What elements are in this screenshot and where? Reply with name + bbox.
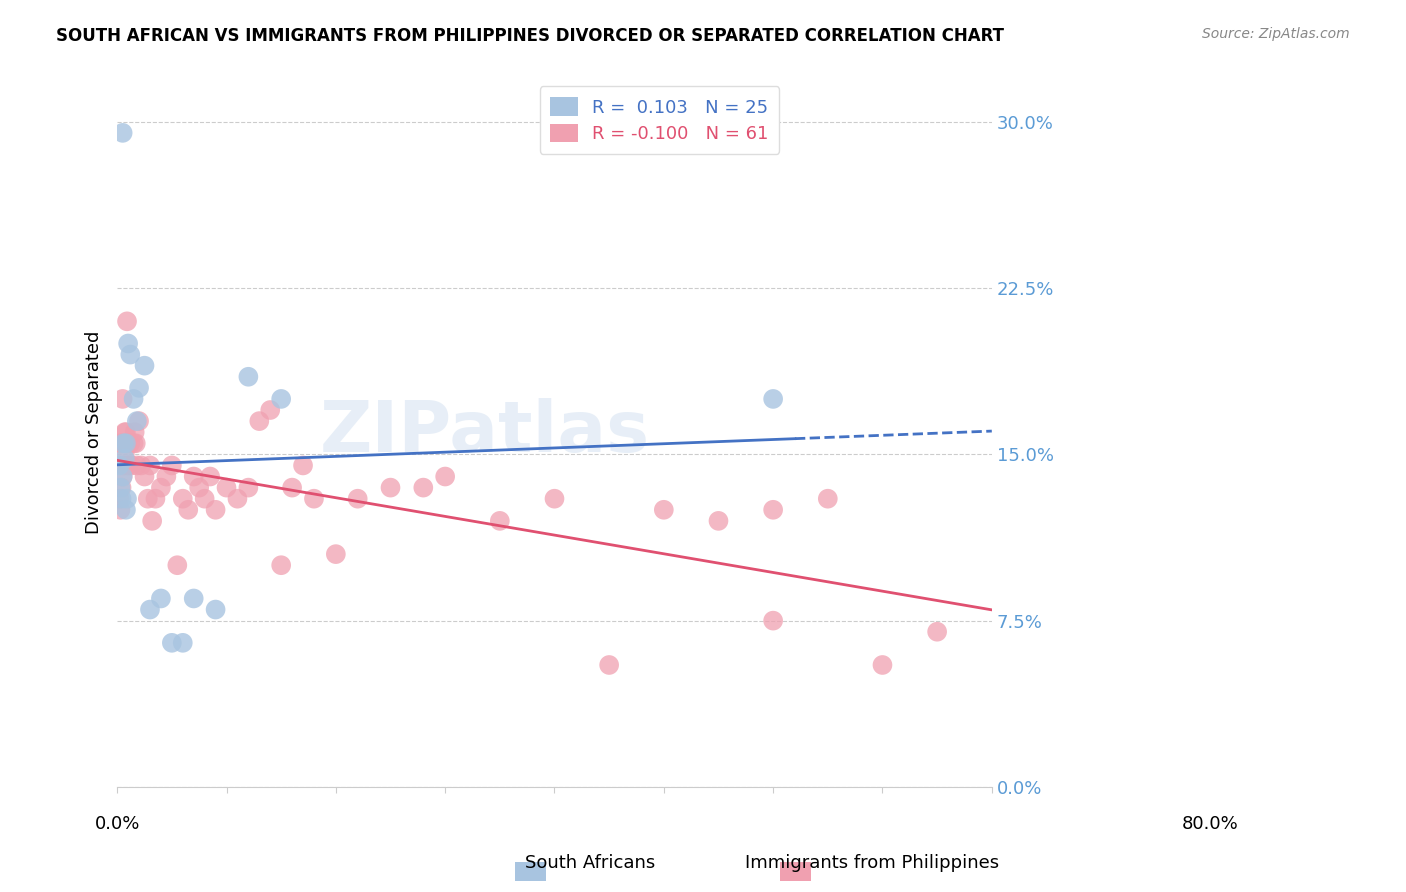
Point (120, 348, 142, 362)
Point (149, 591, 172, 606)
Point (434, 469, 457, 483)
Point (110, 481, 132, 495)
Point (270, 558, 292, 573)
Point (183, 591, 205, 606)
Point (817, 491, 839, 506)
Point (346, 491, 368, 506)
Point (177, 503, 200, 517)
Point (120, 458, 142, 473)
Point (598, 657, 620, 672)
Point (204, 602, 226, 616)
Point (128, 414, 150, 428)
Point (115, 503, 138, 517)
Point (762, 392, 785, 406)
Point (488, 514, 510, 528)
Text: Immigrants from Philippines: Immigrants from Philippines (745, 855, 998, 872)
Point (115, 491, 138, 506)
Point (122, 392, 145, 406)
Point (226, 491, 249, 506)
Point (114, 447, 136, 461)
Point (270, 392, 292, 406)
Point (762, 503, 785, 517)
Point (215, 481, 238, 495)
Point (380, 481, 402, 495)
Point (172, 636, 194, 650)
Point (112, 458, 135, 473)
Point (652, 503, 675, 517)
Point (247, 414, 270, 428)
Point (762, 614, 785, 628)
Point (707, 514, 730, 528)
Point (115, 314, 138, 328)
Point (108, 491, 131, 506)
Point (259, 403, 281, 417)
Point (114, 425, 136, 440)
Text: 0.0%: 0.0% (94, 815, 139, 833)
Point (543, 491, 565, 506)
Point (129, 458, 152, 473)
Point (145, 491, 167, 506)
Point (134, 469, 156, 483)
Point (198, 469, 221, 483)
Y-axis label: Divorced or Separated: Divorced or Separated (86, 331, 103, 534)
Point (302, 491, 325, 506)
Point (112, 436, 135, 450)
Point (281, 481, 304, 495)
Point (160, 636, 183, 650)
Point (238, 369, 260, 384)
Point (927, 624, 949, 639)
Point (110, 436, 132, 450)
Text: South Africans: South Africans (526, 855, 655, 872)
Point (120, 436, 142, 450)
Text: SOUTH AFRICAN VS IMMIGRANTS FROM PHILIPPINES DIVORCED OR SEPARATED CORRELATION C: SOUTH AFRICAN VS IMMIGRANTS FROM PHILIPP… (56, 27, 1004, 45)
Point (183, 469, 205, 483)
Point (155, 469, 177, 483)
Point (117, 336, 139, 351)
Point (139, 458, 162, 473)
Point (110, 481, 132, 495)
Point (149, 481, 172, 495)
Point (412, 481, 434, 495)
Point (115, 425, 138, 440)
Legend: R =  0.103   N = 25, R = -0.100   N = 61: R = 0.103 N = 25, R = -0.100 N = 61 (540, 87, 779, 154)
Point (136, 491, 159, 506)
Point (166, 558, 188, 573)
Text: ZIPatlas: ZIPatlas (319, 398, 650, 467)
Point (111, 126, 134, 140)
Point (139, 602, 162, 616)
Point (238, 481, 260, 495)
Point (188, 481, 211, 495)
Point (204, 503, 226, 517)
Point (160, 458, 183, 473)
Point (110, 503, 132, 517)
Point (111, 392, 134, 406)
Point (194, 491, 217, 506)
Point (122, 436, 145, 450)
Point (125, 458, 148, 473)
Point (110, 491, 132, 506)
Point (172, 491, 194, 506)
Text: 80.0%: 80.0% (1182, 815, 1239, 833)
Point (125, 414, 148, 428)
Point (125, 436, 148, 450)
Text: Source: ZipAtlas.com: Source: ZipAtlas.com (1202, 27, 1350, 41)
Point (124, 425, 146, 440)
Point (115, 436, 138, 450)
Point (111, 469, 134, 483)
Point (114, 451, 136, 466)
Point (134, 359, 156, 373)
Point (872, 657, 894, 672)
Point (325, 547, 347, 561)
Point (292, 458, 315, 473)
Point (111, 469, 134, 483)
Point (141, 514, 163, 528)
Point (117, 458, 139, 473)
Point (115, 436, 138, 450)
Point (108, 458, 131, 473)
Point (128, 381, 150, 395)
